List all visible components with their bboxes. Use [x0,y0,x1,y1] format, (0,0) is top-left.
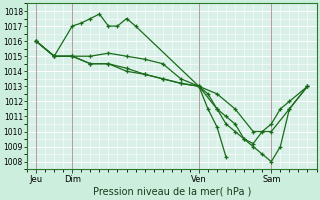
X-axis label: Pression niveau de la mer( hPa ): Pression niveau de la mer( hPa ) [92,187,251,197]
